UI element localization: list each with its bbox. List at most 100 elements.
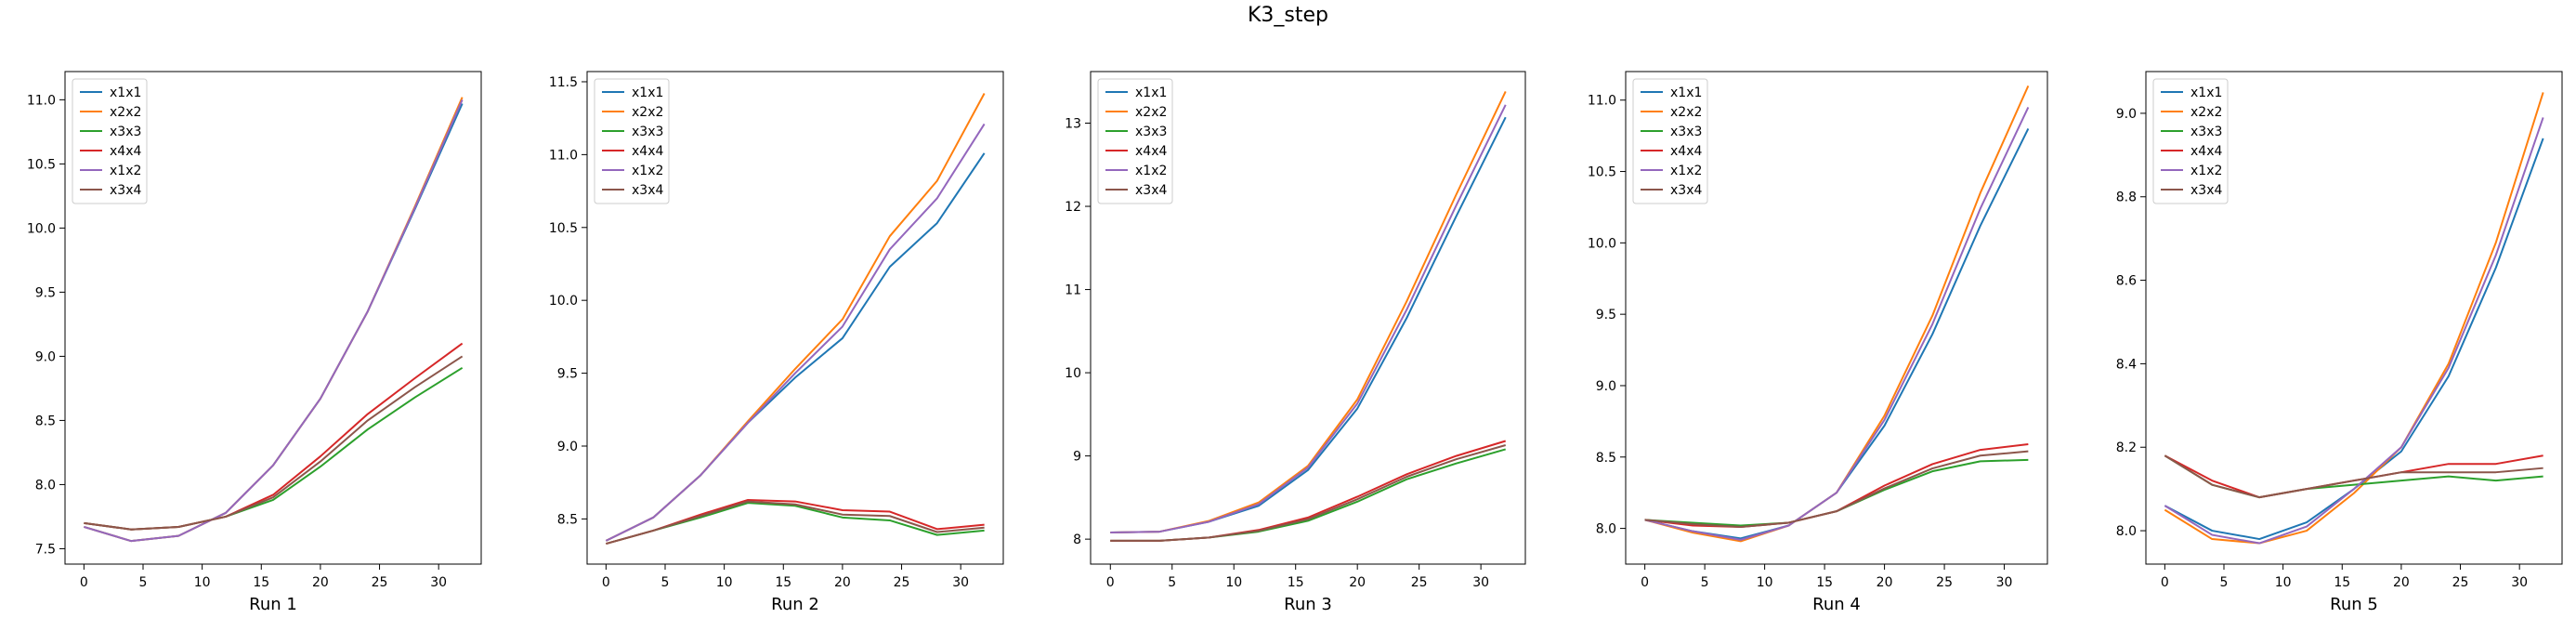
x-tick-label: 0 (80, 575, 88, 590)
x-axis-label: Run 3 (1284, 595, 1332, 614)
series-line-x4x4 (2164, 454, 2543, 499)
series-line-x4x4 (1644, 442, 2029, 529)
legend-label-x1x1: x1x1 (632, 85, 663, 100)
x-tick-label: 0 (2161, 575, 2169, 590)
legend-label-x4x4: x4x4 (1135, 144, 1167, 159)
legend-label-x1x2: x1x2 (2190, 164, 2222, 178)
legend-label-x2x2: x2x2 (1135, 105, 1167, 120)
x-tick-label: 30 (430, 575, 447, 590)
x-tick-label: 30 (952, 575, 969, 590)
plot-frame (2145, 71, 2563, 565)
y-tick-label: 10.5 (549, 221, 578, 236)
x-tick-label: 25 (1936, 575, 1953, 590)
y-tick-label: 10.0 (1588, 236, 1616, 251)
x-tick-label: 20 (2393, 575, 2410, 590)
legend-box (1632, 78, 1708, 204)
y-tick-label: 10.5 (27, 157, 56, 172)
y-tick-label: 8.4 (2116, 357, 2137, 372)
x-tick-label: 30 (1996, 575, 2013, 590)
y-tick-label: 11.0 (549, 148, 578, 163)
chart-panel-5: 0 5 10 15 20 25 30 8.0 8.2 8.4 8.6 8.8 9.0 Run 5 x1x1 x… (2116, 71, 2563, 614)
series-line-x1x2 (605, 123, 986, 542)
x-tick-label: 15 (775, 575, 791, 590)
x-tick-label: 5 (1168, 575, 1176, 590)
series-line-x3x4 (2164, 454, 2543, 499)
y-tick-label: 10 (1065, 366, 1081, 381)
y-tick-label: 9 (1073, 450, 1081, 465)
legend-label-x2x2: x2x2 (2190, 105, 2222, 120)
x-tick-label: 10 (1225, 575, 1242, 590)
legend-label-x4x4: x4x4 (632, 144, 663, 159)
legend-label-x4x4: x4x4 (110, 144, 141, 159)
y-tick-label: 9.0 (35, 349, 56, 364)
x-tick-label: 15 (253, 575, 269, 590)
legend-label-x1x1: x1x1 (1135, 85, 1167, 100)
x-tick-label: 25 (1411, 575, 1428, 590)
y-tick-label: 10.0 (549, 294, 578, 309)
x-tick-label: 5 (139, 575, 148, 590)
series-line-x1x2 (1644, 106, 2030, 541)
y-tick-label: 8.0 (1596, 522, 1616, 537)
x-tick-label: 0 (1106, 575, 1115, 590)
chart-panel-1: 0 5 10 15 20 25 30 7.5 8.0 8.5 9.0 9.5 10.0 10.5 11.0 R… (27, 71, 482, 614)
x-tick-label: 5 (2220, 575, 2229, 590)
y-tick-label: 11.5 (549, 75, 578, 90)
plot-frame (586, 71, 1004, 565)
x-tick-label: 10 (716, 575, 733, 590)
legend-label-x4x4: x4x4 (1670, 144, 1702, 159)
x-axis-label: Run 1 (249, 595, 297, 614)
series-line-x1x2 (2164, 117, 2544, 545)
legend-label-x1x2: x1x2 (632, 164, 663, 178)
x-tick-label: 0 (1641, 575, 1649, 590)
y-tick-label: 12 (1065, 200, 1081, 215)
legend-label-x1x2: x1x2 (110, 164, 141, 178)
legend-label-x3x4: x3x4 (632, 183, 663, 198)
x-tick-label: 30 (2511, 575, 2528, 590)
x-tick-label: 0 (602, 575, 610, 590)
x-tick-label: 15 (1288, 575, 1304, 590)
x-tick-label: 10 (1757, 575, 1773, 590)
series-line-x1x2 (84, 99, 464, 543)
y-tick-label: 9.0 (2116, 107, 2137, 122)
chart-panel-3: 0 5 10 15 20 25 30 8 9 10 11 12 13 Run 3 x1x1 x2x2 x3x3 x… (1065, 71, 1526, 614)
x-tick-label: 10 (2275, 575, 2292, 590)
series-line-x3x3 (2164, 454, 2543, 499)
legend-label-x3x4: x3x4 (1670, 183, 1702, 198)
x-tick-label: 20 (1876, 575, 1893, 590)
legend-label-x3x4: x3x4 (110, 183, 141, 198)
x-tick-label: 25 (2452, 575, 2469, 590)
series-line-x3x4 (1110, 444, 1507, 542)
x-tick-label: 5 (1701, 575, 1709, 590)
series-line-x2x2 (2164, 92, 2544, 545)
series-line-x4x4 (1110, 440, 1507, 542)
y-tick-label: 9.5 (1596, 308, 1616, 322)
y-tick-label: 8.2 (2116, 440, 2137, 455)
legend-box (72, 78, 148, 204)
series-line-x4x4 (84, 342, 464, 531)
y-tick-label: 8 (1073, 533, 1081, 547)
y-tick-label: 8.0 (35, 478, 56, 493)
legend-label-x1x1: x1x1 (110, 85, 141, 100)
x-tick-label: 25 (894, 575, 910, 590)
chart-panel-2: 0 5 10 15 20 25 30 8.5 9.0 9.5 10.0 10.5 11.0 11.5 Run… (549, 71, 1004, 614)
y-tick-label: 8.5 (557, 512, 578, 527)
y-tick-label: 8.6 (2116, 274, 2137, 289)
y-tick-label: 9.5 (557, 367, 578, 382)
legend-label-x3x4: x3x4 (2190, 183, 2222, 198)
y-tick-label: 8.5 (1596, 451, 1616, 466)
x-tick-label: 20 (834, 575, 851, 590)
legend-label-x3x3: x3x3 (2190, 125, 2222, 139)
y-tick-label: 10.0 (27, 221, 56, 236)
legend-label-x3x3: x3x3 (110, 125, 141, 139)
legend-box (1097, 78, 1173, 204)
x-axis-label: Run 2 (771, 595, 819, 614)
legend-label-x3x3: x3x3 (632, 125, 663, 139)
legend-label-x1x1: x1x1 (1670, 85, 1702, 100)
y-tick-label: 8.5 (35, 414, 56, 428)
y-tick-label: 11 (1065, 283, 1081, 298)
legend-label-x4x4: x4x4 (2190, 144, 2222, 159)
legend-label-x3x3: x3x3 (1135, 125, 1167, 139)
x-tick-label: 15 (2334, 575, 2350, 590)
legend-label-x1x2: x1x2 (1670, 164, 1702, 178)
